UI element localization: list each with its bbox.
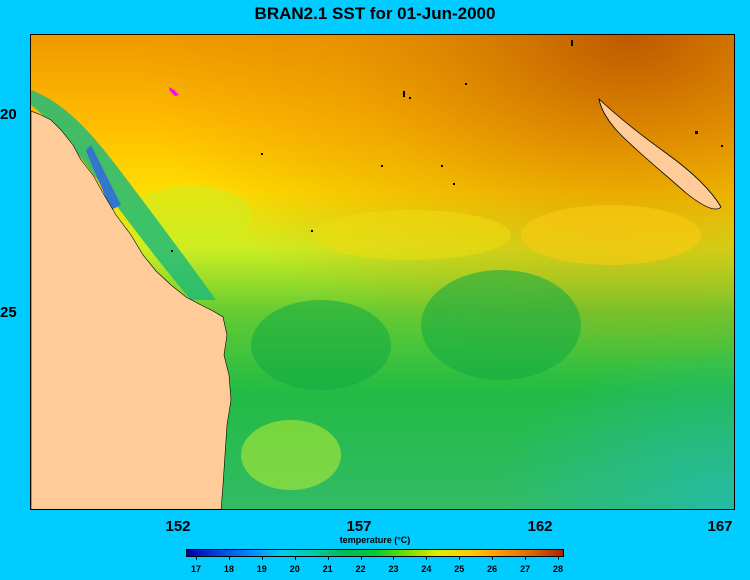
- colorbar-tick: [294, 557, 296, 560]
- colorbar-tick: [525, 557, 527, 560]
- colorbar-tick-label: 21: [322, 564, 333, 574]
- colorbar-tick-label: 24: [421, 564, 432, 574]
- small-islands: [171, 40, 723, 252]
- colorbar-tick: [360, 557, 362, 560]
- colorbar-tick-label: 23: [388, 564, 399, 574]
- colorbar-tick-label: 26: [487, 564, 498, 574]
- colorbar-tick: [196, 557, 197, 560]
- colorbar-tick: [393, 557, 395, 560]
- y-tick-label: 25: [0, 304, 17, 321]
- sst-map-canvas: [31, 35, 734, 509]
- coastal-current: [31, 90, 216, 300]
- anomaly-marker: [169, 87, 179, 96]
- colorbar-tick-label: 22: [355, 564, 366, 574]
- x-tick-label: 152: [165, 518, 191, 535]
- colorbar-tick: [228, 557, 230, 560]
- colorbar-tick-label: 20: [289, 564, 300, 574]
- x-tick-label: 167: [707, 518, 733, 535]
- colorbar-title: temperature (°C): [339, 535, 411, 545]
- colorbar-tick: [261, 557, 263, 560]
- colorbar-tick: [492, 557, 494, 560]
- colorbar-tick-label: 28: [552, 564, 563, 574]
- x-tick-label: 157: [346, 518, 372, 535]
- colorbar-tick: [558, 557, 559, 560]
- eddy-features: [131, 185, 701, 490]
- x-tick-label: 162: [527, 518, 553, 535]
- colorbar-tick-label: 18: [223, 564, 234, 574]
- sst-map[interactable]: [30, 34, 735, 510]
- australian-mainland: [31, 110, 232, 509]
- map-title: BRAN2.1 SST for 01-Jun-2000: [254, 4, 496, 23]
- colorbar-tick-label: 27: [520, 564, 531, 574]
- colorbar-tick-label: 19: [256, 564, 267, 574]
- colorbar-tick: [426, 557, 428, 560]
- shallow-water-region: [86, 145, 121, 210]
- colorbar-tick: [459, 557, 461, 560]
- colorbar-tick: [327, 557, 329, 560]
- temperature-colorbar: [186, 549, 564, 557]
- colorbar-tick-label: 25: [454, 564, 465, 574]
- new-caledonia-island: [598, 97, 722, 210]
- colorbar-tick-label: 17: [190, 564, 201, 574]
- y-tick-label: 20: [0, 106, 17, 123]
